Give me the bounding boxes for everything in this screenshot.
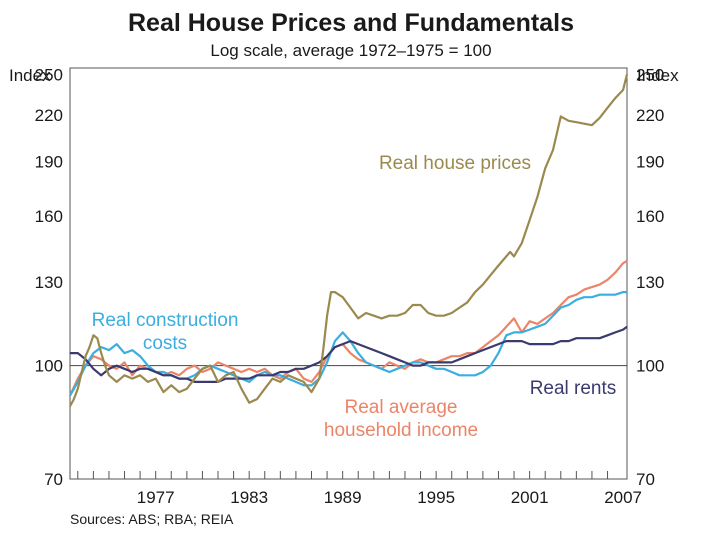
x-tick-label: 1989 <box>324 488 362 507</box>
chart-subtitle: Log scale, average 1972–1975 = 100 <box>210 41 491 60</box>
x-tick-label: 1995 <box>417 488 455 507</box>
y-tick-label-right: 70 <box>636 470 655 489</box>
series-label: Real rents <box>530 378 617 399</box>
source-note: Sources: ABS; RBA; REIA <box>70 511 234 527</box>
x-axis-labels: 1977 1983 1989 1995 2001 2007 <box>137 488 642 507</box>
y-tick-label-right: 130 <box>636 273 664 292</box>
y-tick-label-left: 100 <box>35 357 63 376</box>
y-tick-label-left: 250 <box>35 65 63 84</box>
x-axis-ticks <box>77 471 609 479</box>
series-label: Real average <box>344 397 457 418</box>
y-tick-label-left: 160 <box>35 207 63 226</box>
series-line-4 <box>70 325 628 383</box>
y-tick-label-left: 70 <box>44 470 63 489</box>
y-unit-left: Index <box>9 66 51 85</box>
y-tick-label-right: 190 <box>636 153 664 172</box>
series-line-1 <box>69 74 629 407</box>
series-lines <box>69 74 629 407</box>
y-axis-right-labels: 70 100 130 160 190 220 250 <box>636 65 664 489</box>
y-tick-label-right: 250 <box>636 65 664 84</box>
y-tick-label-right: 220 <box>636 106 664 125</box>
x-tick-label: 1983 <box>230 488 268 507</box>
y-tick-label-left: 190 <box>35 153 63 172</box>
y-tick-label-left: 130 <box>35 273 63 292</box>
chart-title: Real House Prices and Fundamentals <box>128 9 574 37</box>
plot-frame <box>69 67 628 480</box>
y-tick-label-left: 220 <box>35 106 63 125</box>
y-axis-left-labels: 70 100 130 160 190 220 250 <box>35 65 63 489</box>
series-label: household income <box>324 420 478 441</box>
x-tick-label: 1977 <box>137 488 175 507</box>
y-tick-label-right: 160 <box>636 207 664 226</box>
x-tick-label: 2001 <box>511 488 549 507</box>
series-label: Real house prices <box>379 153 531 174</box>
y-tick-label-right: 100 <box>636 357 664 376</box>
series-label: Real construction <box>92 310 239 331</box>
y-unit-right: Index <box>637 66 679 85</box>
series-label: costs <box>143 333 187 354</box>
x-tick-label: 2007 <box>604 488 642 507</box>
